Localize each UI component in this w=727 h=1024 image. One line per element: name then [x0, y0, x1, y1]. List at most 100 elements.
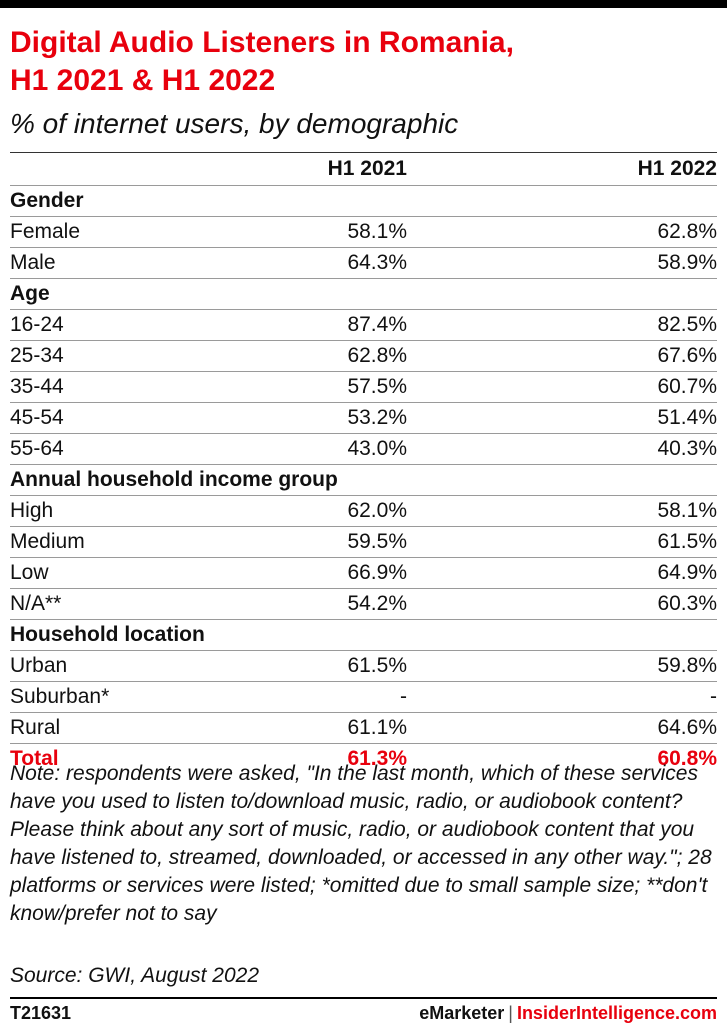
table-row: 25-34 62.8% 67.6%	[10, 340, 717, 372]
chart-subtitle: % of internet users, by demographic	[10, 108, 459, 139]
column-header-h1-2022: H1 2022	[637, 157, 717, 180]
value-h1-2022: 64.6%	[587, 712, 717, 744]
row-label: 35-44	[10, 371, 267, 403]
brand-insiderintelligence: InsiderIntelligence.com	[516, 1003, 717, 1023]
value-h1-2021: 43.0%	[267, 433, 407, 465]
cell-gap	[407, 526, 587, 558]
value-h1-2021: 53.2%	[267, 402, 407, 434]
header-blank	[10, 153, 267, 186]
cell-gap	[407, 216, 587, 248]
value-h1-2021: 66.9%	[267, 557, 407, 589]
total-value-h1-2021: 61.3%	[267, 743, 407, 774]
value-h1-2021: 57.5%	[267, 371, 407, 403]
row-label: 45-54	[10, 402, 267, 434]
value-h1-2021: 87.4%	[267, 309, 407, 341]
brand-separator: |	[508, 1003, 513, 1023]
table-row: 55-64 43.0% 40.3%	[10, 433, 717, 465]
source-note: Source: GWI, August 2022	[10, 964, 260, 987]
cell-gap	[407, 433, 587, 465]
row-label: 16-24	[10, 309, 267, 341]
value-h1-2021: 61.5%	[267, 650, 407, 682]
table-row: High 62.0% 58.1%	[10, 495, 717, 527]
value-h1-2022: 60.3%	[587, 588, 717, 620]
row-label: N/A**	[10, 588, 267, 620]
cell-gap	[407, 309, 587, 341]
column-header-h1-2021: H1 2021	[327, 157, 407, 180]
cell-gap	[407, 495, 587, 527]
value-h1-2022: 62.8%	[587, 216, 717, 248]
section-label: Age	[10, 278, 717, 310]
row-label: High	[10, 495, 267, 527]
table-row: N/A** 54.2% 60.3%	[10, 588, 717, 620]
value-h1-2022: 61.5%	[587, 526, 717, 558]
row-label: Suburban*	[10, 681, 267, 713]
table-body: Gender Female 58.1% 62.8% Male 64.3% 58.9% Age 1…	[10, 185, 717, 774]
section-label: Annual household income group	[10, 464, 717, 496]
total-label: Total	[10, 743, 267, 774]
value-h1-2021: 59.5%	[267, 526, 407, 558]
value-h1-2022: 67.6%	[587, 340, 717, 372]
value-h1-2021: 64.3%	[267, 247, 407, 279]
cell-gap	[407, 340, 587, 372]
header-gap	[407, 153, 587, 186]
value-h1-2022: 82.5%	[587, 309, 717, 341]
total-row: Total 61.3% 60.8%	[10, 743, 717, 774]
section-label: Gender	[10, 185, 717, 217]
table-row: 45-54 53.2% 51.4%	[10, 402, 717, 434]
section-header-row: Age	[10, 278, 717, 310]
row-label: Low	[10, 557, 267, 589]
value-h1-2022: 40.3%	[587, 433, 717, 465]
section-header-row: Household location	[10, 619, 717, 651]
table-row: Urban 61.5% 59.8%	[10, 650, 717, 682]
value-h1-2022: 58.9%	[587, 247, 717, 279]
row-label: Male	[10, 247, 267, 279]
cell-gap	[407, 712, 587, 744]
title-line-1: Digital Audio Listeners in Romania,	[10, 26, 514, 59]
table-header-row: H1 2021 H1 2022	[10, 153, 717, 186]
brand-footer: eMarketer | InsiderIntelligence.com	[419, 1002, 717, 1024]
table-row: Rural 61.1% 64.6%	[10, 712, 717, 744]
cell-gap	[407, 650, 587, 682]
data-table: H1 2021 H1 2022 Gender Female 58.1% 62.8% Ma…	[10, 153, 717, 774]
value-h1-2022: 64.9%	[587, 557, 717, 589]
brand-emarketer: eMarketer	[419, 1003, 505, 1023]
table-row: 16-24 87.4% 82.5%	[10, 309, 717, 341]
row-label: Medium	[10, 526, 267, 558]
cell-gap	[407, 371, 587, 403]
total-value-h1-2022: 60.8%	[587, 743, 717, 774]
row-label: Female	[10, 216, 267, 248]
value-h1-2021: 58.1%	[267, 216, 407, 248]
row-label: 25-34	[10, 340, 267, 372]
value-h1-2022: -	[587, 681, 717, 713]
value-h1-2021: 61.1%	[267, 712, 407, 744]
section-header-row: Gender	[10, 185, 717, 217]
section-header-row: Annual household income group	[10, 464, 717, 496]
cell-gap	[407, 247, 587, 279]
cell-gap	[407, 588, 587, 620]
cell-gap	[407, 402, 587, 434]
row-label: Rural	[10, 712, 267, 744]
value-h1-2022: 59.8%	[587, 650, 717, 682]
section-label: Household location	[10, 619, 717, 651]
table-row: Medium 59.5% 61.5%	[10, 526, 717, 558]
table-row: 35-44 57.5% 60.7%	[10, 371, 717, 403]
header-rule	[10, 152, 717, 153]
value-h1-2021: -	[267, 681, 407, 713]
value-h1-2022: 60.7%	[587, 371, 717, 403]
table-row: Male 64.3% 58.9%	[10, 247, 717, 279]
title-line-2: H1 2021 & H1 2022	[10, 64, 276, 97]
table-row: Suburban* - -	[10, 681, 717, 713]
value-h1-2021: 54.2%	[267, 588, 407, 620]
footnote: Note: respondents were asked, "In the la…	[10, 762, 712, 925]
value-h1-2021: 62.8%	[267, 340, 407, 372]
cell-gap	[407, 681, 587, 713]
value-h1-2022: 58.1%	[587, 495, 717, 527]
cell-gap	[407, 743, 587, 774]
footer-rule	[10, 997, 717, 999]
row-label: 55-64	[10, 433, 267, 465]
chart-title: Digital Audio Listeners in Romania, H1 2…	[10, 24, 717, 100]
top-bar	[0, 0, 727, 8]
table-row: Female 58.1% 62.8%	[10, 216, 717, 248]
table-row: Low 66.9% 64.9%	[10, 557, 717, 589]
value-h1-2021: 62.0%	[267, 495, 407, 527]
